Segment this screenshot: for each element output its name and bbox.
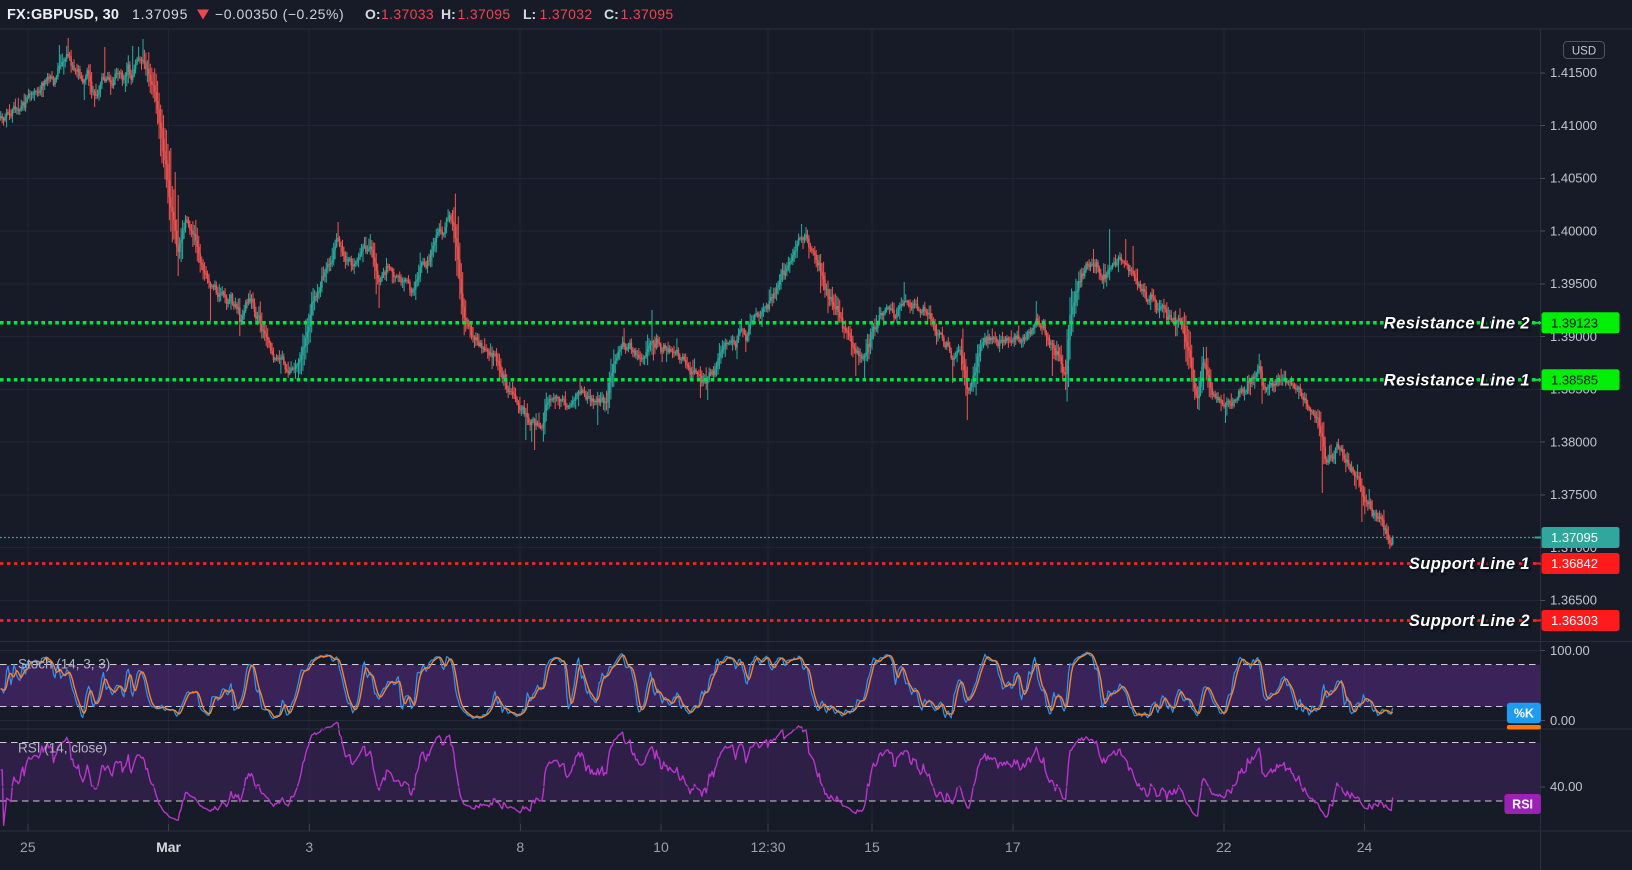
svg-text:1.36500: 1.36500	[1550, 593, 1597, 608]
svg-text:8: 8	[516, 839, 524, 855]
svg-text:O:: O:	[365, 6, 381, 22]
svg-text:Resistance Line 1: Resistance Line 1	[1385, 373, 1531, 391]
svg-text:FX:GBPUSD, 30: FX:GBPUSD, 30	[7, 7, 119, 23]
svg-text:%K: %K	[1514, 707, 1534, 721]
svg-text:−0.00350 (−0.25%): −0.00350 (−0.25%)	[215, 6, 344, 22]
svg-text:24: 24	[1357, 839, 1373, 855]
svg-text:H:: H:	[441, 6, 456, 22]
svg-text:1.37095: 1.37095	[132, 6, 188, 22]
svg-text:Resistance Line 1: Resistance Line 1	[1384, 371, 1530, 389]
svg-text:Support Line 2: Support Line 2	[1410, 614, 1531, 632]
svg-text:0.00: 0.00	[1550, 713, 1575, 728]
svg-text:1.36303: 1.36303	[1551, 613, 1598, 628]
svg-text:1.39500: 1.39500	[1550, 276, 1597, 291]
svg-text:Resistance Line 2: Resistance Line 2	[1384, 314, 1530, 332]
svg-text:25: 25	[20, 839, 36, 855]
svg-text:Mar: Mar	[156, 839, 181, 855]
svg-text:3: 3	[305, 839, 313, 855]
svg-text:1.38585: 1.38585	[1551, 372, 1598, 387]
svg-text:100.00: 100.00	[1550, 643, 1590, 658]
svg-text:1.41000: 1.41000	[1550, 118, 1597, 133]
svg-text:10: 10	[653, 839, 669, 855]
svg-text:1.37032: 1.37032	[540, 6, 593, 22]
svg-text:1.41500: 1.41500	[1550, 65, 1597, 80]
svg-text:1.37095: 1.37095	[1551, 530, 1598, 545]
svg-text:1.40000: 1.40000	[1550, 223, 1597, 238]
svg-text:1.37095: 1.37095	[458, 6, 511, 22]
svg-text:1.40500: 1.40500	[1550, 171, 1597, 186]
svg-text:1.36842: 1.36842	[1551, 556, 1598, 571]
svg-text:Stoch (14, 3, 3): Stoch (14, 3, 3)	[18, 657, 110, 672]
svg-text:USD: USD	[1572, 46, 1596, 58]
svg-text:Resistance Line 2: Resistance Line 2	[1385, 316, 1531, 334]
svg-text:12:30: 12:30	[750, 839, 785, 855]
svg-text:RSI (14, close): RSI (14, close)	[18, 741, 107, 756]
svg-text:Support Line 1: Support Line 1	[1410, 557, 1531, 575]
svg-text:1.37500: 1.37500	[1550, 487, 1597, 502]
svg-text:1.38000: 1.38000	[1550, 434, 1597, 449]
svg-text:40.00: 40.00	[1550, 779, 1583, 794]
svg-text:1.39123: 1.39123	[1551, 315, 1598, 330]
svg-text:Support Line 1: Support Line 1	[1409, 555, 1530, 573]
svg-text:RSI: RSI	[1512, 798, 1533, 812]
svg-text:1.37033: 1.37033	[381, 6, 434, 22]
svg-text:C:: C:	[604, 6, 619, 22]
svg-text:17: 17	[1005, 839, 1021, 855]
svg-text:L:: L:	[523, 6, 536, 22]
svg-text:22: 22	[1216, 839, 1232, 855]
svg-text:1.37095: 1.37095	[621, 6, 674, 22]
svg-text:Support Line 2: Support Line 2	[1409, 612, 1530, 630]
svg-text:15: 15	[864, 839, 880, 855]
